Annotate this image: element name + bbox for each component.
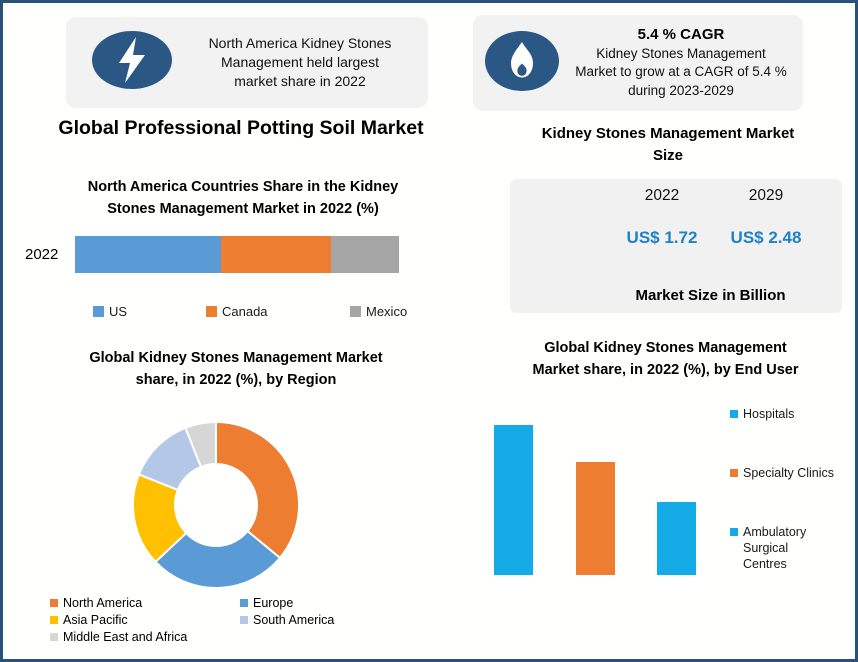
- stacked-legend-label: US: [109, 304, 128, 319]
- stacked-legend-label: Mexico: [366, 304, 408, 319]
- end-user-bar-ambulatory-surgical-centres: [657, 502, 696, 575]
- stacked-legend-swatch: [206, 306, 217, 317]
- badge-line: Market to grow at a CAGR of 5.4 %: [575, 64, 787, 79]
- badge-line: market share in 2022: [234, 73, 366, 89]
- region-legend-item: Europe: [240, 596, 420, 610]
- stacked-bar-segment-canada: [220, 236, 331, 273]
- end-user-legend-item-specialty-clinics: Specialty Clinics: [730, 465, 850, 481]
- stacked-bar-segment-mexico: [330, 236, 399, 273]
- region-legend-item: Middle East and Africa: [50, 630, 240, 644]
- market-size-year-2022: 2022: [644, 187, 680, 204]
- stacked-chart-title: North America Countries Share in the Kid…: [33, 176, 453, 220]
- market-size-value-2029: US$ 2.48: [730, 228, 802, 247]
- donut-chart: [132, 420, 300, 589]
- end-user-chart-title-line: Global Kidney Stones Management: [544, 340, 787, 356]
- stacked-legend-item-canada: Canada: [206, 304, 268, 319]
- region-legend: North America Europe Asia Pacific South …: [50, 596, 420, 644]
- region-legend-label: North America: [63, 596, 143, 610]
- market-size-value-2022: US$ 1.72: [626, 228, 698, 247]
- stacked-legend-label: Canada: [222, 304, 268, 319]
- stacked-chart-title-line: North America Countries Share in the Kid…: [87, 179, 399, 195]
- end-user-legend-swatch: [730, 469, 738, 477]
- donut-chart-wrap: [131, 420, 301, 590]
- donut-slice-north-america: [215, 420, 300, 560]
- region-chart-title-line: Global Kidney Stones Management Market: [89, 350, 383, 366]
- region-chart-title: Global Kidney Stones Management Market s…: [26, 347, 446, 391]
- stacked-legend-swatch: [350, 306, 361, 317]
- end-user-legend-item-hospitals: Hospitals: [730, 406, 850, 422]
- market-size-unit-label: Market Size in Billion: [635, 287, 786, 304]
- end-user-bar-hospitals: [494, 425, 533, 575]
- region-legend-label: South America: [253, 613, 335, 627]
- lightning-icon: [92, 31, 172, 94]
- stacked-bar: [75, 236, 399, 273]
- highlight-badge-text: North America Kidney Stones Management h…: [172, 34, 428, 91]
- market-size-title: Kidney Stones Management Market Size: [493, 123, 843, 167]
- badge-line: during 2023-2029: [628, 82, 734, 98]
- region-legend-swatch: [50, 599, 58, 607]
- region-legend-label: Asia Pacific: [63, 613, 128, 627]
- region-legend-item: North America: [50, 596, 240, 610]
- end-user-chart-title-line: Market share, in 2022 (%), by End User: [532, 362, 799, 378]
- end-user-legend-swatch: [730, 528, 738, 536]
- stacked-chart-title-line: Stones Management Market in 2022 (%): [107, 201, 379, 217]
- stacked-legend-item-mexico: Mexico: [350, 304, 407, 319]
- donut-slice-middle-east-and-africa: [184, 420, 217, 469]
- flame-icon: [485, 30, 559, 96]
- donut-slice-europe: [154, 529, 282, 589]
- end-user-legend-label: Hospitals: [743, 407, 795, 421]
- region-legend-swatch: [240, 616, 248, 624]
- market-size-title-line: Size: [652, 147, 683, 164]
- end-user-legend-swatch: [730, 410, 738, 418]
- cagr-badge: 5.4 % CAGR Kidney Stones Management Mark…: [473, 15, 803, 111]
- end-user-chart-title: Global Kidney Stones Management Market s…: [473, 337, 855, 381]
- page-title: Global Professional Potting Soil Market: [58, 117, 424, 139]
- stacked-bar-category-label: 2022: [25, 246, 59, 263]
- market-size-year-2029: 2029: [748, 187, 784, 204]
- badge-line: Management held largest: [221, 54, 379, 70]
- end-user-legend-label: Specialty Clinics: [743, 466, 835, 480]
- region-legend-item: Asia Pacific: [50, 613, 240, 627]
- badge-line: Kidney Stones Management: [596, 45, 766, 61]
- region-legend-swatch: [50, 633, 58, 641]
- region-legend-item: South America: [240, 613, 420, 627]
- region-chart-title-line: share, in 2022 (%), by Region: [135, 372, 337, 388]
- cagr-badge-text: 5.4 % CAGR Kidney Stones Management Mark…: [559, 26, 803, 100]
- stacked-bar-segment-us: [75, 236, 221, 273]
- region-legend-label: Europe: [253, 596, 294, 610]
- highlight-badge-market-share: North America Kidney Stones Management h…: [66, 17, 428, 108]
- cagr-heading: 5.4 % CAGR: [637, 26, 725, 43]
- market-size-panel: 2022 2029 US$ 1.72 US$ 2.48 Market Size …: [510, 179, 842, 313]
- end-user-legend-item-ambulatory: Ambulatory Surgical Centres: [730, 524, 830, 572]
- end-user-bar-specialty-clinics: [575, 462, 615, 575]
- stacked-legend-item-us: US: [93, 304, 127, 319]
- region-legend-swatch: [50, 616, 58, 624]
- badge-line: North America Kidney Stones: [208, 35, 392, 51]
- region-legend-swatch: [240, 599, 248, 607]
- end-user-bars: [494, 425, 696, 575]
- region-legend-label: Middle East and Africa: [63, 630, 188, 644]
- stacked-legend-swatch: [93, 306, 104, 317]
- market-size-title-line: Kidney Stones Management Market: [541, 125, 795, 142]
- end-user-legend-label: Ambulatory Surgical Centres: [743, 525, 807, 571]
